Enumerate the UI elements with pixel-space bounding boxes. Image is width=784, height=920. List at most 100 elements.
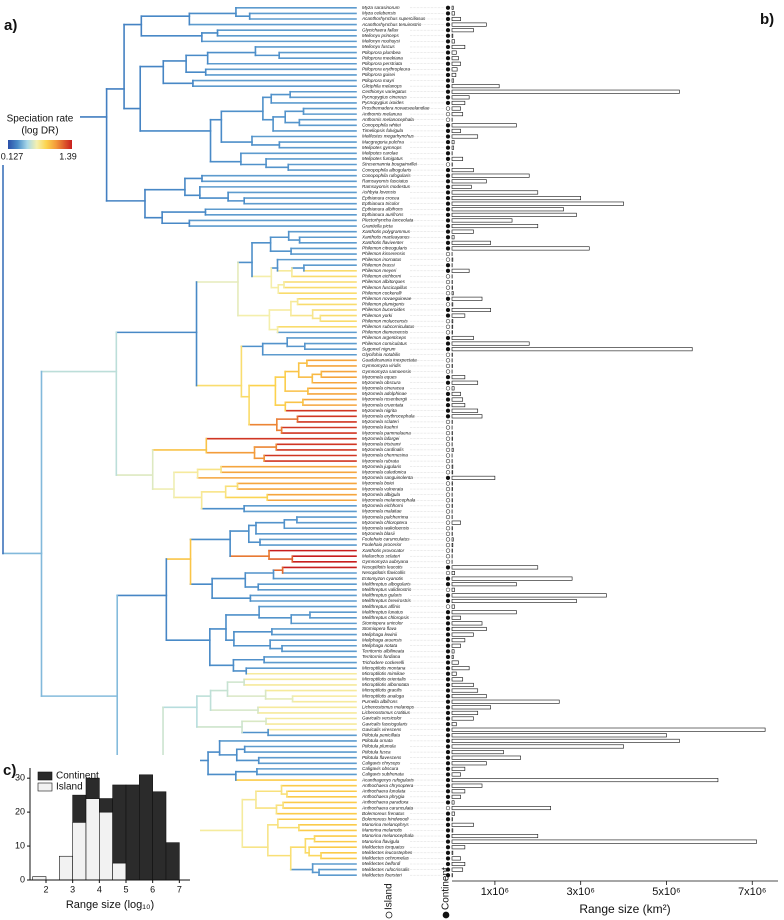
status-dot <box>445 727 451 732</box>
bar <box>451 822 474 827</box>
bar <box>451 128 461 133</box>
x-tick-label: 5x10⁶ <box>652 886 680 898</box>
hist-bar <box>59 855 73 881</box>
bar <box>451 598 577 603</box>
bar <box>451 789 466 794</box>
status-dot <box>445 263 451 268</box>
y-tick-label: 20 <box>15 806 25 816</box>
bar <box>451 794 461 799</box>
species-name: Philemon buceroides <box>362 307 406 312</box>
species-name: Xanthotis flaviventer <box>361 240 404 245</box>
species-name: Melithreptus chloropsis <box>362 615 410 620</box>
bar <box>451 72 457 77</box>
status-dot <box>445 391 451 397</box>
species-name: Philemon citreogularis <box>362 246 408 251</box>
status-dot <box>445 766 451 772</box>
bar <box>451 576 573 581</box>
bar <box>451 173 530 178</box>
status-dot <box>445 195 451 201</box>
bar <box>451 22 487 27</box>
bar <box>451 307 491 312</box>
species-name: Myzomela tristrami <box>362 442 402 447</box>
legend-bg <box>0 105 80 165</box>
status-dot <box>445 458 451 464</box>
species-name: Gymnomyza aubryana <box>362 559 409 564</box>
species-name: Melidectes torquatus <box>362 844 405 849</box>
status-dot <box>445 845 451 850</box>
status-dot <box>445 430 451 436</box>
species-name: Ptiloprora guisei <box>362 72 396 77</box>
status-dot <box>445 5 451 10</box>
status-dot <box>445 11 451 16</box>
status-dot <box>445 828 451 833</box>
species-name: Meliphaga notata <box>362 643 398 648</box>
species-name: Caligavis chrysops <box>362 760 401 765</box>
species-name: Xanthotis provocator <box>361 548 405 553</box>
status-dot <box>445 330 451 335</box>
status-dot <box>445 279 451 285</box>
species-name: Melithreptus validirostris <box>362 587 412 592</box>
bar <box>451 632 474 637</box>
status-dot <box>445 565 451 570</box>
status-dot <box>445 285 451 290</box>
species-name: Acanthorhynchus superciliosus <box>361 16 426 21</box>
bar <box>451 464 454 469</box>
status-dot <box>445 526 451 531</box>
bar <box>451 487 453 492</box>
status-dot <box>445 425 451 430</box>
status-dot <box>445 408 451 413</box>
bar <box>451 196 581 201</box>
species-name: Myzomela cineracea <box>362 386 405 391</box>
status-dot <box>445 352 451 357</box>
species-name: Philemon plumigenis <box>362 302 405 307</box>
bar <box>451 470 454 475</box>
species-name: Ramsayornis modestus <box>362 184 411 189</box>
bar <box>451 537 454 542</box>
status-dot <box>445 699 451 704</box>
species-name: Philemon fuscicapillus <box>362 285 408 290</box>
bar <box>451 649 455 654</box>
x-tick-label: 7 <box>177 884 182 894</box>
bar <box>451 291 454 296</box>
species-name: Gymnomyza viridis <box>362 363 402 368</box>
bar <box>451 28 474 33</box>
status-dot <box>445 733 451 738</box>
status-dot <box>445 548 451 553</box>
species-name: Epthianura albifrons <box>362 206 404 211</box>
status-dot <box>445 710 451 716</box>
status-dot <box>445 805 451 811</box>
status-dot <box>445 682 451 688</box>
species-name: Plectorhyncha lanceolata <box>362 218 414 223</box>
y-tick-label: 10 <box>15 840 25 850</box>
status-dot <box>445 22 451 27</box>
species-name: Melilestes megarhynchus <box>362 134 415 139</box>
hist-bar <box>112 784 127 864</box>
status-dot <box>445 671 451 676</box>
status-dot <box>445 207 451 212</box>
bar <box>451 761 487 766</box>
status-dot <box>445 604 451 609</box>
species-name: Melionyx nouhuysi <box>362 39 401 44</box>
bar <box>451 626 487 631</box>
status-dot <box>445 777 451 783</box>
species-name: Philemon brassi <box>362 262 396 267</box>
bar <box>451 285 453 290</box>
species-name: Ramsayornis fasciatus <box>362 178 409 183</box>
status-dot <box>445 251 451 257</box>
species-name: Myzomela cardinalis <box>362 447 404 452</box>
status-dot <box>445 598 451 604</box>
species-name: Myzomela eichhorni <box>362 503 404 508</box>
bar <box>451 16 461 21</box>
species-name: Ptilotula penicillata <box>362 733 400 738</box>
species-name: Anthochaera phrygia <box>361 794 405 799</box>
bar <box>451 112 464 117</box>
bar <box>451 447 454 452</box>
bar <box>451 330 453 335</box>
status-dot <box>445 559 451 564</box>
status-dot <box>445 268 451 273</box>
species-name: Ptiloprora plumbea <box>362 50 401 55</box>
status-dot <box>445 274 451 279</box>
species-name: Manorina melanotis <box>362 828 403 833</box>
species-name: Stomiopera unicolor <box>362 621 403 626</box>
species-name: Epthianura aurifrons <box>362 212 404 217</box>
